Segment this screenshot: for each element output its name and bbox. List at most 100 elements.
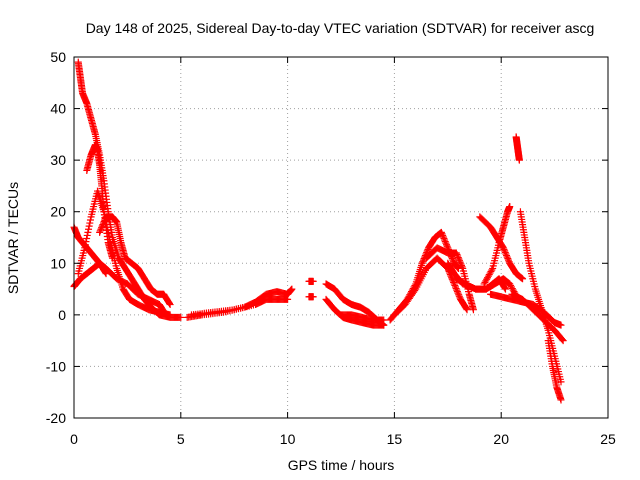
data-point [99, 221, 107, 229]
x-tick-label: 25 [600, 431, 616, 447]
data-point [501, 284, 509, 292]
series-track-11 [322, 280, 388, 329]
data-point [501, 247, 509, 255]
data-point [452, 285, 460, 293]
data-point [485, 271, 493, 279]
data-point [99, 219, 107, 227]
data-point [96, 228, 104, 236]
data-point [437, 228, 445, 236]
x-tick-label: 15 [387, 431, 403, 447]
data-point [451, 283, 459, 291]
data-point [161, 310, 169, 318]
data-point [452, 249, 460, 257]
chart-title: Day 148 of 2025, Sidereal Day-to-day VTE… [86, 20, 595, 36]
data-point [380, 316, 388, 324]
data-point [501, 248, 509, 256]
data-point [448, 274, 456, 282]
x-tick-label: 20 [493, 431, 509, 447]
data-point [482, 277, 490, 285]
data-point [500, 245, 508, 253]
y-tick-label: 50 [50, 49, 66, 65]
data-point [486, 269, 494, 277]
data-point [96, 227, 104, 235]
data-point [177, 313, 185, 321]
data-point [83, 235, 91, 243]
data-point [454, 289, 462, 297]
y-tick-label: 30 [50, 152, 66, 168]
data-point [165, 300, 173, 308]
data-point [488, 266, 496, 274]
data-point [557, 378, 565, 386]
data-point [484, 272, 492, 280]
data-point [558, 336, 566, 344]
data-point [443, 242, 451, 250]
y-tick-label: 20 [50, 204, 66, 220]
data-point [419, 258, 427, 266]
data-point [454, 252, 462, 260]
data-point [439, 233, 447, 241]
data-point [501, 285, 509, 293]
data-point [519, 275, 527, 283]
data-point [98, 224, 106, 232]
data-point [506, 203, 514, 211]
data-point [457, 260, 465, 268]
data-point [162, 311, 170, 319]
data-point [423, 247, 431, 255]
data-point [84, 228, 92, 236]
data-point [502, 250, 510, 258]
data-point [483, 275, 491, 283]
series-track-13 [337, 311, 388, 324]
data-point [449, 256, 457, 264]
data-point [450, 280, 458, 288]
data-point [284, 295, 292, 303]
data-point [98, 222, 106, 230]
series-track-6 [70, 259, 170, 319]
x-tick-label: 10 [280, 431, 296, 447]
data-point [100, 218, 108, 226]
y-tick-labels: 50 40 30 20 10 0 -10 -20 [46, 49, 66, 426]
data-point [439, 231, 447, 239]
data-point [453, 286, 461, 294]
series-track-8 [187, 295, 292, 319]
data-point [487, 268, 495, 276]
series-track-20 [480, 203, 514, 288]
data-point [480, 280, 488, 288]
series-track-5 [96, 213, 174, 309]
data-point [559, 337, 567, 345]
tick-marks [73, 56, 609, 419]
data-point [450, 278, 458, 286]
data-point [503, 252, 511, 260]
data-point [418, 259, 426, 267]
data-point [507, 281, 515, 289]
data-point [455, 292, 463, 300]
data-point [456, 257, 464, 265]
series-track-24 [487, 290, 565, 329]
data-point [506, 280, 514, 288]
data-point [411, 287, 419, 295]
y-axis-label: SDTVAR / TECUs [5, 182, 21, 294]
y-tick-label: 40 [50, 101, 66, 117]
series-track-23 [544, 337, 565, 404]
data-point [85, 222, 93, 230]
y-tick-label: 0 [58, 307, 66, 323]
data-point [309, 277, 317, 285]
series-track-21 [512, 133, 523, 164]
data-point [557, 396, 565, 404]
series-track-10 [305, 293, 317, 301]
data-point [83, 231, 91, 239]
data-point [441, 238, 449, 246]
data-point [441, 236, 449, 244]
data-point [288, 285, 296, 293]
data-point [455, 291, 463, 299]
data-point [557, 321, 565, 329]
plot-frame [73, 56, 609, 419]
data-point [481, 278, 489, 286]
series-track-22 [516, 208, 565, 386]
data-point [453, 251, 461, 259]
data-point [504, 255, 512, 263]
data-point [443, 241, 451, 249]
data-point [309, 293, 317, 301]
data-points [70, 58, 567, 404]
series-track-9 [305, 277, 317, 285]
